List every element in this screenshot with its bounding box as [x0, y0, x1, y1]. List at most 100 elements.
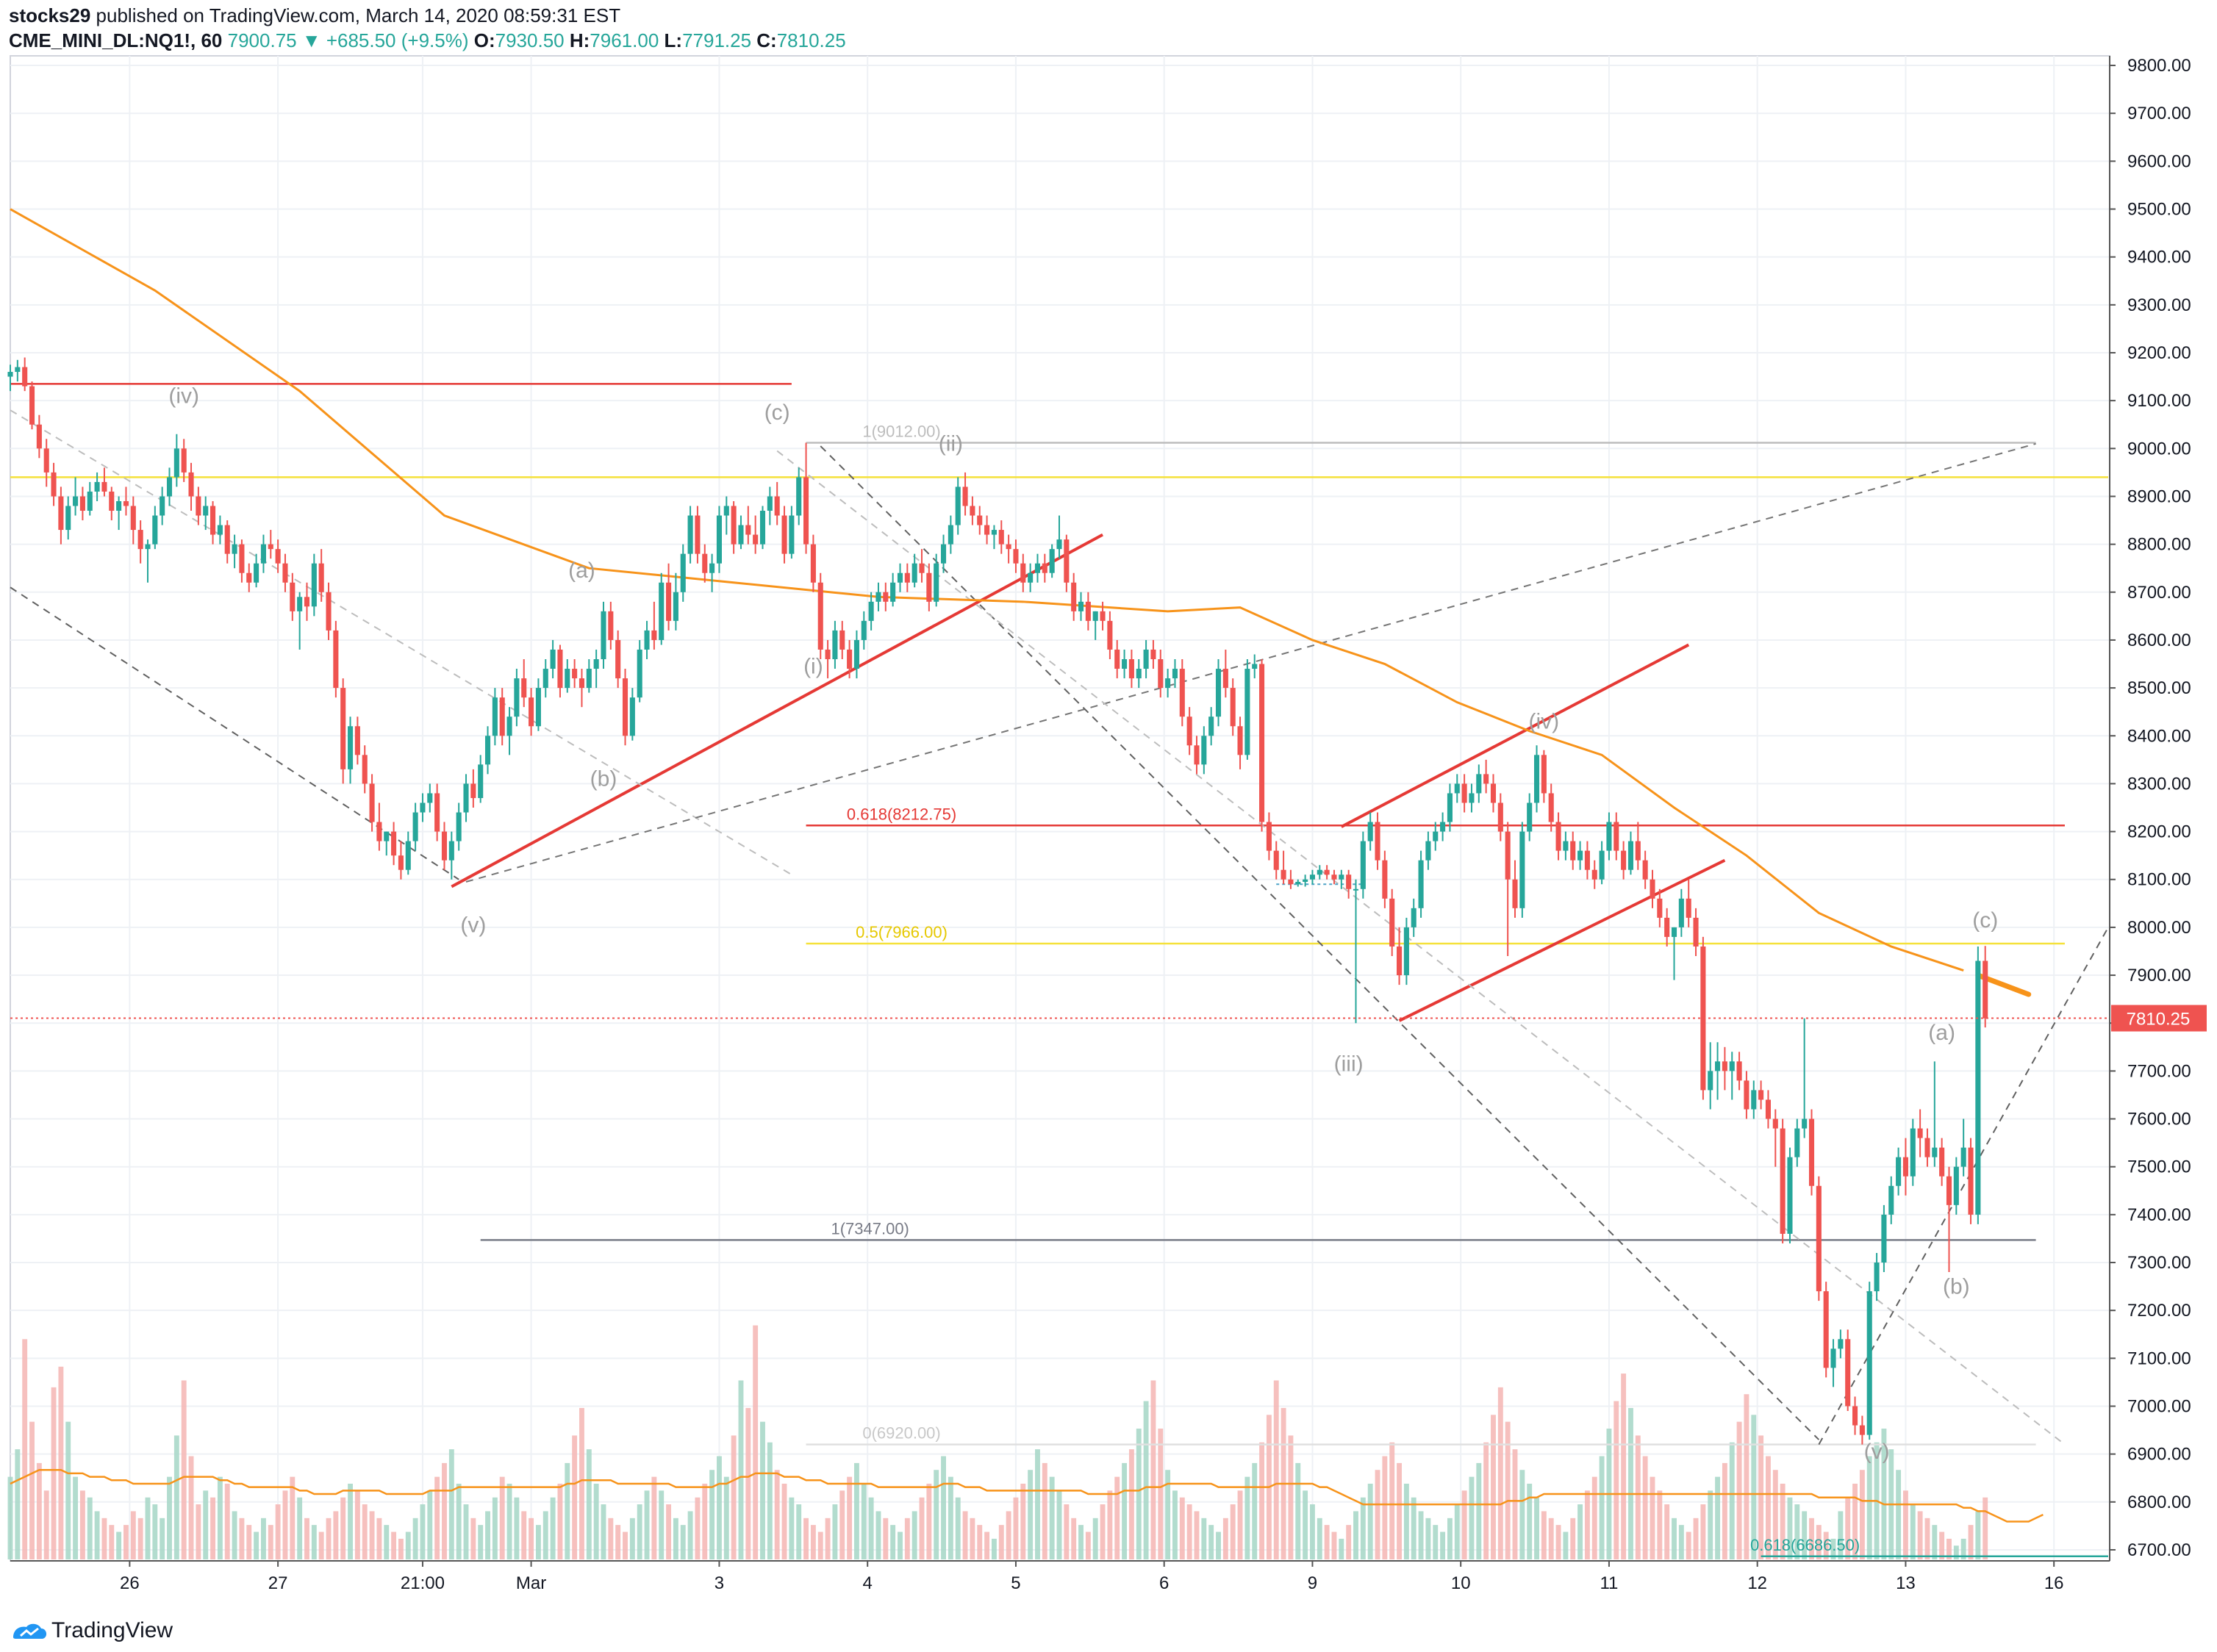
candle-body — [1309, 875, 1315, 880]
candle-body — [1650, 879, 1655, 899]
volume-bar — [318, 1531, 324, 1559]
volume-bar — [1150, 1380, 1156, 1559]
volume-bar — [1708, 1490, 1713, 1559]
price-tick-label: 9200.00 — [2127, 343, 2191, 363]
volume-bar — [673, 1518, 678, 1559]
volume-bar — [1186, 1504, 1192, 1559]
volume-bar — [1780, 1483, 1786, 1559]
candle-body — [239, 544, 245, 573]
volume-bar — [1946, 1538, 1952, 1559]
volume-bar — [702, 1483, 708, 1559]
volume-bar — [304, 1518, 309, 1559]
volume-bar — [1064, 1504, 1070, 1559]
volume-bar — [832, 1504, 838, 1559]
tradingview-logo-icon[interactable] — [10, 1621, 50, 1643]
candle-body — [268, 544, 273, 550]
candle-body — [542, 669, 548, 689]
volume-bar — [405, 1531, 411, 1559]
fib-1-top-line-label: 1(9012.00) — [862, 422, 940, 440]
candle-body — [803, 477, 809, 545]
volume-bar — [1201, 1518, 1207, 1559]
candle-body — [817, 582, 823, 650]
candle-body — [1056, 539, 1062, 550]
volume-bar — [1360, 1497, 1366, 1559]
volume-bar — [427, 1490, 433, 1559]
volume-bar — [1367, 1483, 1373, 1559]
candle-body — [246, 572, 252, 583]
fib-05-line-label: 0.5(7966.00) — [856, 923, 948, 941]
fib-0618-line-label: 0.618(8212.75) — [847, 805, 956, 823]
candle-body — [181, 448, 187, 473]
candle-body — [1158, 659, 1164, 689]
candle-body — [1896, 1157, 1902, 1186]
volume-bar — [94, 1511, 100, 1559]
candle-body — [1317, 869, 1322, 875]
volume-bar — [984, 1531, 990, 1559]
change-value: +685.50 (+9.5%) — [326, 29, 469, 51]
candle-body — [1454, 783, 1460, 794]
volume-bar — [145, 1497, 151, 1559]
candle-body — [608, 611, 614, 640]
volume-bar — [1397, 1462, 1402, 1559]
candle-body — [962, 486, 968, 506]
tradingview-brand[interactable]: TradingView — [51, 1618, 173, 1642]
volume-bar — [1859, 1470, 1865, 1559]
volume-bar — [1331, 1531, 1337, 1559]
volume-bar — [861, 1483, 867, 1559]
volume-bar — [290, 1476, 296, 1559]
candle-body — [1881, 1214, 1887, 1263]
volume-bar — [1628, 1407, 1633, 1559]
candle-body — [1122, 659, 1128, 669]
volume-bar — [1136, 1429, 1142, 1559]
volume-bar — [514, 1497, 520, 1559]
candle-body — [1143, 649, 1149, 669]
volume-bar — [1527, 1483, 1533, 1559]
candle-body — [203, 506, 209, 516]
wave-label: (v) — [1864, 1440, 1890, 1464]
candle-body — [970, 506, 975, 516]
volume-bar — [1635, 1435, 1641, 1559]
volume-bar — [1772, 1470, 1778, 1559]
candle-body — [1128, 659, 1134, 679]
candle-body — [1910, 1128, 1916, 1177]
volume-bar — [521, 1511, 527, 1559]
price-tick-label: 7100.00 — [2127, 1348, 2191, 1368]
volume-bar — [1476, 1462, 1482, 1559]
volume-bar — [79, 1490, 85, 1559]
candle-body — [832, 630, 838, 660]
candle-body — [297, 597, 303, 611]
volume-bar — [1222, 1518, 1228, 1559]
volume-bar — [282, 1490, 288, 1559]
candle-body — [825, 649, 831, 660]
volume-bar — [261, 1518, 266, 1559]
volume-bar — [941, 1456, 946, 1559]
author-name[interactable]: stocks29 — [9, 4, 91, 26]
candle-body — [1288, 879, 1294, 885]
volume-bar — [695, 1497, 701, 1559]
candle-body — [1194, 745, 1200, 765]
volume-bar — [1577, 1504, 1583, 1559]
fib-1-low-line-label: 1(7347.00) — [831, 1219, 909, 1238]
candle-body — [130, 506, 136, 531]
price-tick-label: 7700.00 — [2127, 1061, 2191, 1081]
candle-body — [1960, 1147, 1966, 1167]
price-axis[interactable]: 6700.00 6800.00 6900.00 7000.00 7100.00 7200.… — [2109, 56, 2217, 1561]
candle-body — [731, 506, 737, 545]
volume-bar — [1317, 1518, 1322, 1559]
time-tick-label: 4 — [863, 1573, 873, 1593]
volume-bar — [738, 1380, 744, 1559]
volume-bar — [1650, 1476, 1655, 1559]
volume-bar — [810, 1525, 816, 1559]
volume-bar — [1158, 1429, 1164, 1559]
candle-body — [1114, 649, 1120, 669]
candle-body — [1599, 850, 1605, 880]
symbol-label[interactable]: CME_MINI_DL:NQ1!, 60 — [9, 29, 223, 51]
volume-bar — [1389, 1442, 1395, 1559]
time-axis[interactable]: 26 27 21:00 Mar 3 4 5 6 9 10 11 12 13 16 — [10, 1560, 2110, 1593]
wave-label: (ii) — [939, 432, 963, 456]
candle-body — [1975, 960, 1981, 1215]
volume-bar — [687, 1511, 693, 1559]
volume-bar — [1642, 1456, 1648, 1559]
volume-bar — [629, 1518, 635, 1559]
